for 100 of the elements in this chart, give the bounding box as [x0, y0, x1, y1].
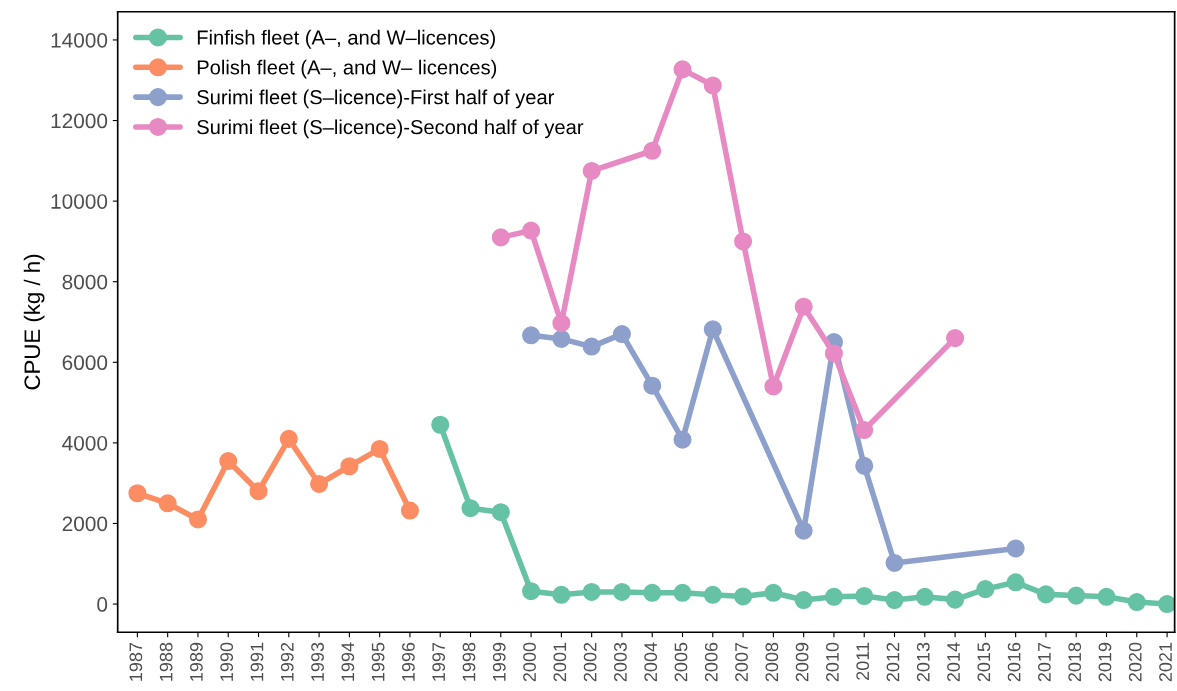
point	[885, 553, 904, 572]
point	[824, 587, 843, 606]
x-tick-label: 2017	[1038, 642, 1051, 682]
x-tick-label: 1998	[462, 642, 476, 681]
point	[734, 232, 753, 251]
point	[522, 326, 541, 345]
x-tick-label: 2009	[795, 642, 809, 682]
point	[1067, 586, 1086, 605]
x-tick-label: 1987	[129, 642, 143, 681]
legend-label: Surimi fleet (S–licence)-Second half of year	[197, 119, 584, 139]
x-tick-label: 1989	[190, 642, 203, 681]
y-tick-label: 12000	[51, 113, 108, 129]
x-tick-label: 2008	[765, 642, 779, 682]
point	[431, 415, 450, 434]
point	[885, 591, 904, 610]
point	[612, 325, 631, 344]
point	[582, 337, 601, 356]
point	[310, 474, 329, 494]
point	[643, 141, 662, 160]
point	[794, 521, 813, 540]
point	[703, 585, 722, 604]
point	[915, 587, 934, 606]
point	[946, 329, 965, 348]
y-tick-label: 14000	[51, 32, 108, 48]
legend-label: Polish fleet (A–, and W– licences)	[197, 59, 497, 79]
point	[400, 501, 419, 520]
point	[673, 60, 692, 79]
x-tick-label: 2003	[614, 642, 627, 682]
x-tick-label: 1999	[492, 642, 506, 681]
point	[976, 580, 995, 599]
point	[370, 439, 389, 458]
point	[946, 590, 965, 609]
y-tick-label: 0	[97, 597, 108, 612]
x-tick-label: 2020	[1128, 642, 1142, 682]
point	[158, 494, 177, 513]
x-tick-label: 2012	[886, 642, 900, 682]
x-tick-label: 2016	[1007, 642, 1021, 682]
x-tick-label: 2010	[826, 642, 839, 682]
x-tick-label: 1994	[341, 642, 355, 681]
point	[643, 376, 662, 395]
x-tick-label: 2013	[916, 642, 930, 682]
x-tick-label: 1991	[250, 642, 264, 681]
point	[1158, 595, 1175, 614]
point	[703, 76, 722, 95]
point	[764, 583, 783, 602]
point	[279, 429, 298, 448]
x-tick-label: 1992	[280, 642, 294, 681]
x-tick-label: 1995	[371, 642, 385, 681]
point	[1036, 585, 1055, 604]
y-tick-label: 10000	[51, 194, 108, 209]
point	[552, 329, 571, 348]
x-tick-label: 2001	[553, 642, 567, 682]
y-tick-label: 2000	[62, 516, 108, 532]
point	[855, 586, 874, 606]
legend-label: Finfish fleet (A–, and W–licences)	[197, 29, 495, 49]
point	[1006, 539, 1025, 558]
point	[491, 228, 510, 247]
x-tick-label: 2018	[1068, 642, 1082, 682]
point	[612, 582, 631, 602]
y-axis-title: CPUE (kg / h)	[23, 254, 45, 390]
point	[219, 451, 238, 471]
x-tick-label: 1988	[159, 642, 173, 681]
point	[461, 499, 480, 518]
x-tick-label: 2014	[947, 642, 960, 682]
point	[1006, 573, 1025, 592]
x-tick-label: 2019	[1098, 642, 1112, 682]
x-tick-label: 2007	[735, 642, 748, 682]
point	[764, 377, 783, 396]
point	[340, 457, 359, 476]
point	[855, 420, 874, 440]
legend-label: Surimi fleet (S–licence)-First half of year	[197, 89, 555, 109]
x-tick-label: 1996	[402, 642, 415, 681]
point	[1097, 587, 1116, 606]
point	[582, 161, 601, 180]
x-tick-label: 2005	[674, 642, 688, 682]
point	[491, 503, 510, 522]
point	[703, 320, 722, 339]
x-tick-label: 1990	[220, 642, 234, 681]
y-tick-label: 6000	[62, 355, 108, 371]
point	[128, 484, 147, 503]
point	[673, 583, 692, 602]
point	[552, 585, 571, 604]
x-tick-label: 2021	[1159, 642, 1172, 682]
point	[522, 221, 541, 240]
point	[794, 591, 813, 610]
point	[188, 510, 207, 529]
x-tick-label: 1993	[311, 642, 324, 681]
point	[643, 583, 662, 602]
point	[552, 314, 571, 333]
point	[582, 582, 601, 602]
x-tick-label: 2002	[583, 642, 597, 682]
y-tick-label: 4000	[62, 435, 108, 451]
x-tick-label: 2006	[704, 642, 718, 682]
x-tick-label: 2004	[644, 642, 658, 682]
point	[794, 297, 813, 316]
point	[824, 344, 843, 363]
y-tick-label: 8000	[62, 274, 108, 290]
x-tick-label: 2015	[977, 642, 991, 682]
point	[249, 482, 268, 501]
x-tick-label: 1997	[432, 642, 446, 681]
